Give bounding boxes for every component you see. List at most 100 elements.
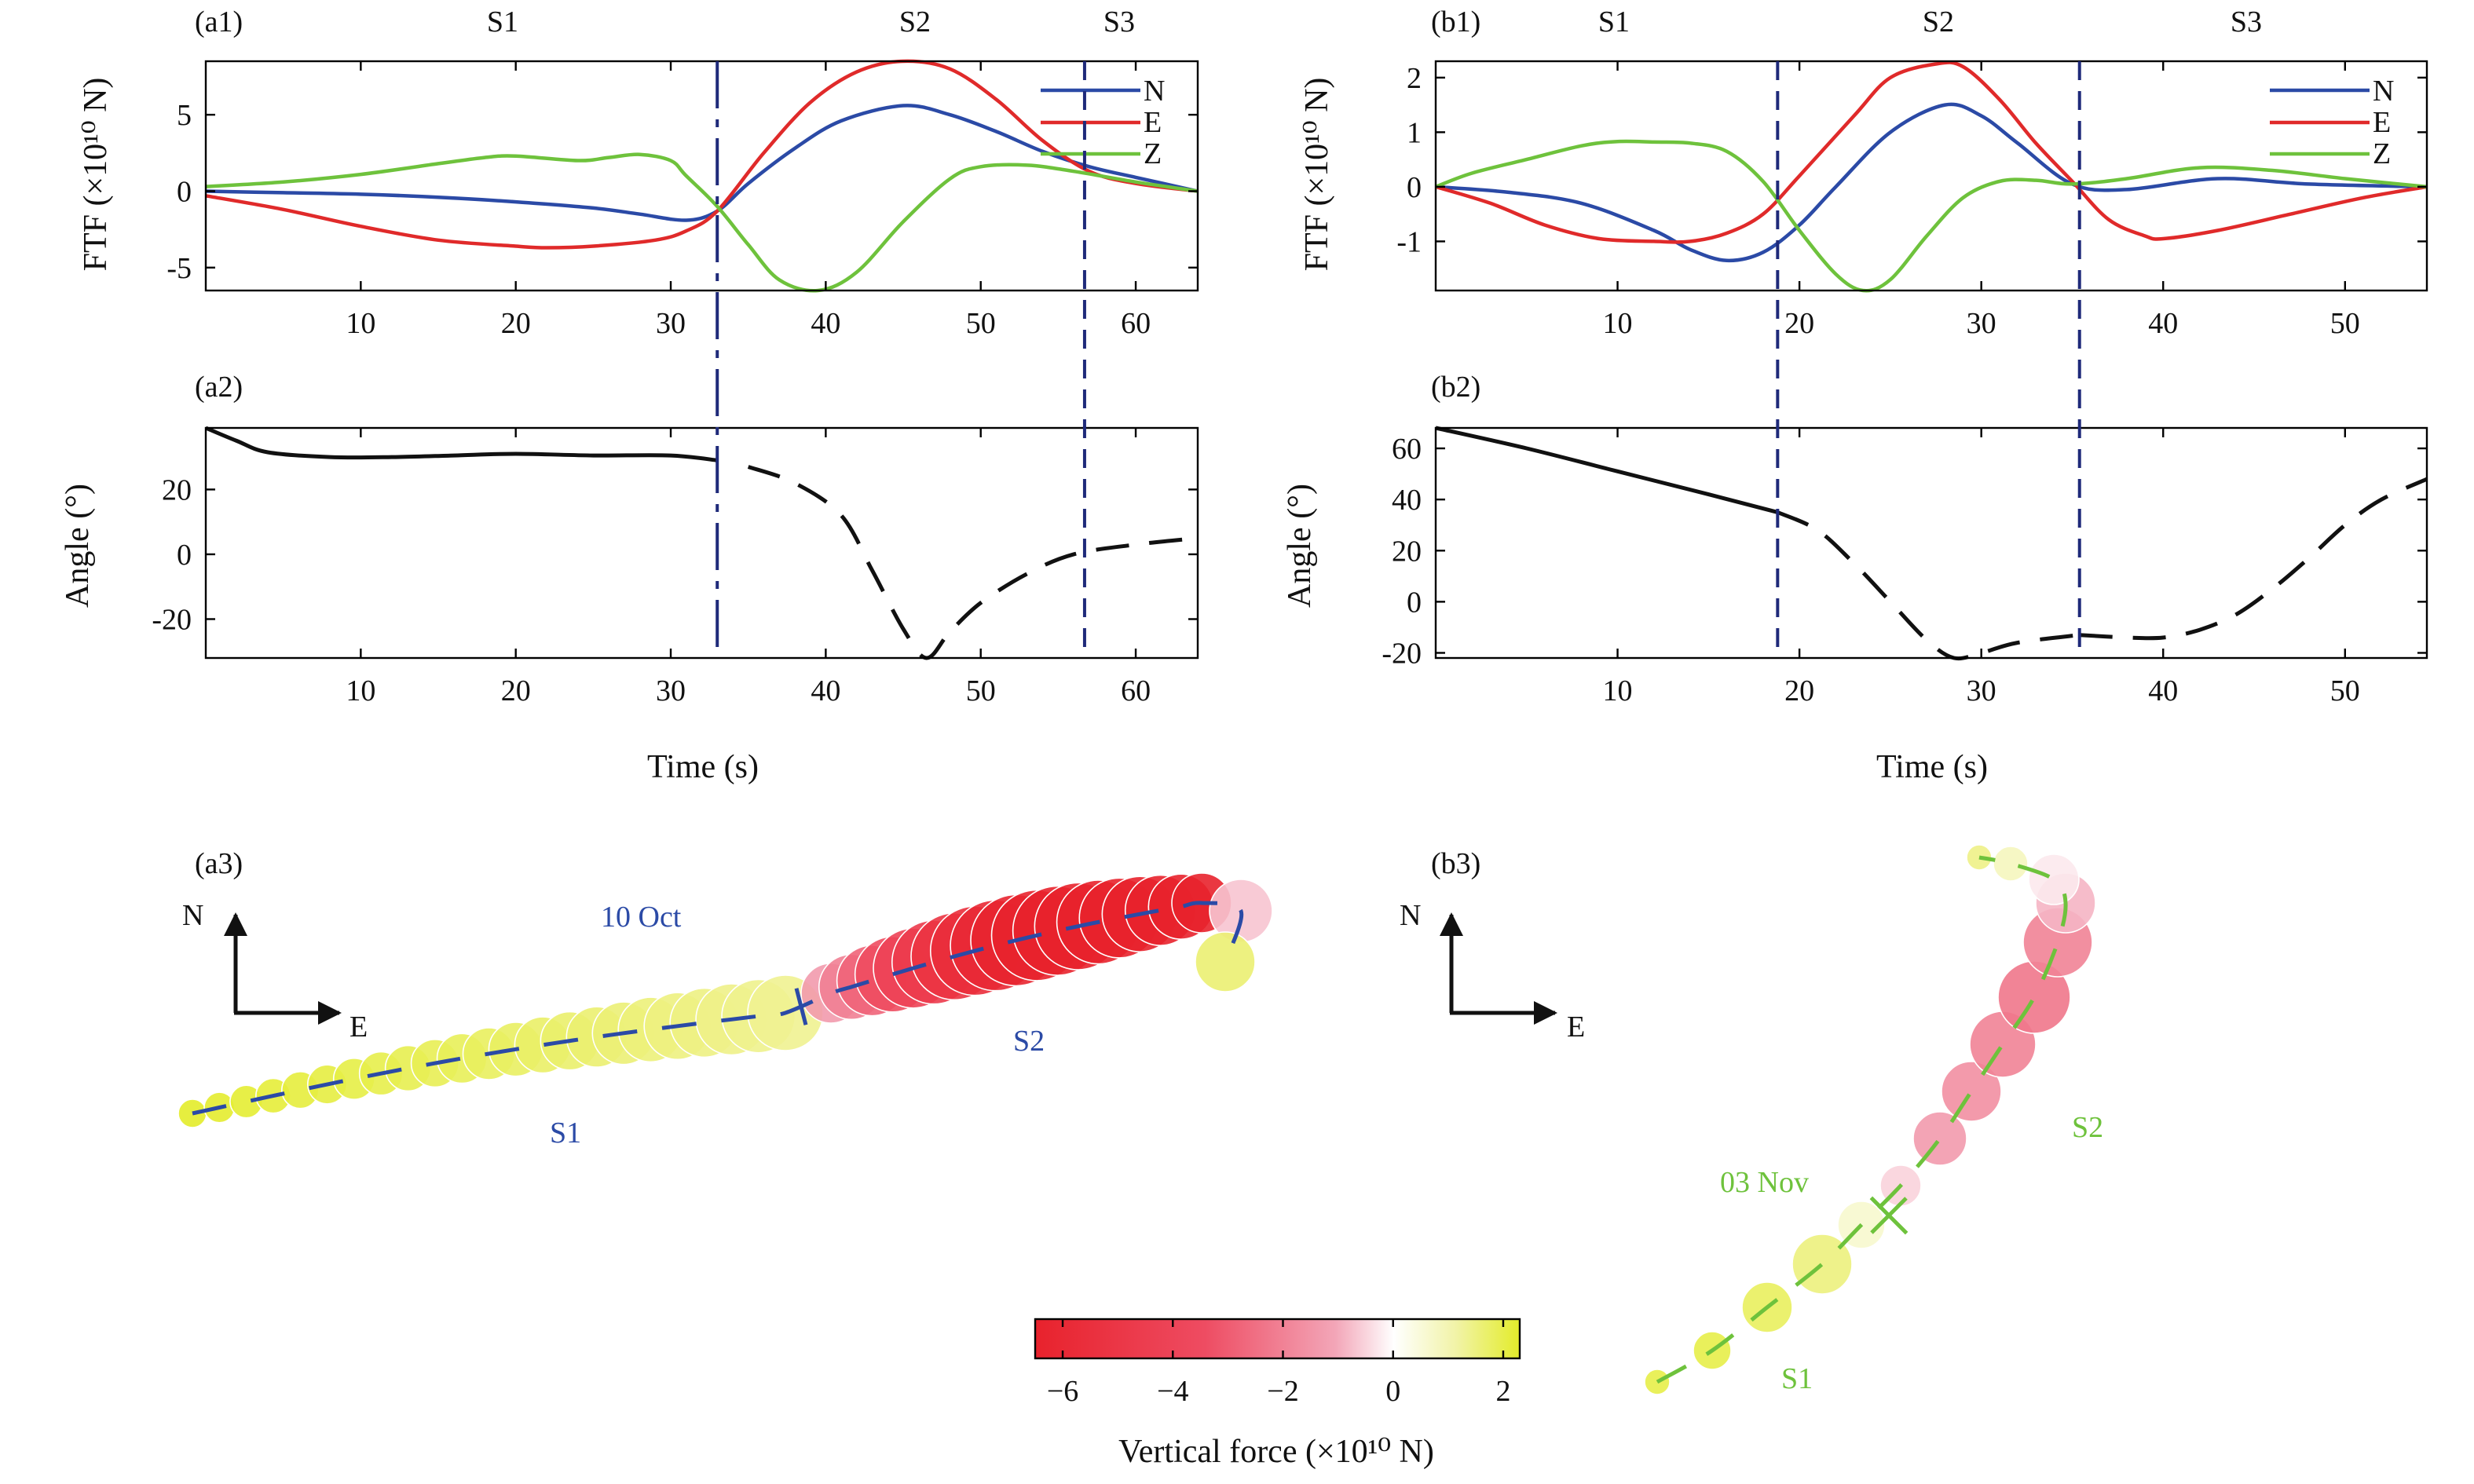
track-circle: [1791, 1234, 1853, 1295]
compass-n-label: N: [1400, 899, 1421, 932]
segment-label-s3: S3: [1103, 5, 1135, 38]
x-axis-title-a2: Time (s): [647, 749, 759, 785]
compass-e-label: E: [1567, 1011, 1585, 1044]
x-tick-label: 50: [2330, 307, 2360, 340]
y-tick-label: 20: [1392, 535, 1422, 568]
panel-label-a1: (a1): [195, 5, 243, 38]
legend-label-z: Z: [2373, 137, 2391, 170]
segment-label-s1-a3: S1: [550, 1117, 581, 1150]
series-line-n: [1435, 102, 2428, 263]
x-axis-title-b2: Time (s): [1876, 749, 1988, 785]
axis-frame: [1434, 60, 2428, 292]
x-tick-label: 40: [811, 674, 840, 707]
series-line-angle-1: [747, 465, 1199, 660]
panel-a1: (a1) S1 S2 S3 FTF (×10¹⁰ N) 10 20 30 40 50 60…: [78, 5, 1199, 340]
legend-label-e: E: [2373, 106, 2391, 139]
series-line-angle-0: [1435, 426, 1778, 514]
y-tick-label: -20: [1382, 637, 1422, 670]
panel-label-b3: (b3): [1431, 847, 1480, 880]
compass-a3: N E: [182, 899, 368, 1044]
panel-label-a3: (a3): [195, 847, 243, 880]
plot-area-a1: 10 20 30 40 50 60 -5 0 5: [167, 59, 1199, 340]
y-tick-label: 5: [177, 99, 192, 132]
axis-frame: [204, 426, 1199, 660]
axis-frame: [1434, 426, 2428, 660]
y-tick-label: 0: [177, 539, 192, 572]
x-tick-label: 30: [656, 307, 686, 340]
series-line-e: [205, 59, 1199, 250]
colorbar-tick-label: 2: [1495, 1375, 1510, 1408]
x-tick-label: 30: [1967, 674, 1996, 707]
y-tick-label: 0: [177, 175, 192, 208]
panel-b1: (b1) S1 S2 S3 FTF (×10¹⁰ N) 10 20 30 40 50-1…: [1299, 5, 2428, 340]
x-tick-label: 40: [2148, 307, 2178, 340]
panel-a2: (a2) Angle (°) Time (s) 10 20 30 40 50 60 -20 0…: [60, 371, 1199, 785]
track-circle: [1993, 846, 2029, 882]
segment-break-mark: [1870, 1197, 1908, 1234]
track-circle: [2028, 853, 2080, 905]
y-axis-title-b1: FTF (×10¹⁰ N): [1299, 78, 1335, 272]
panel-label-b1: (b1): [1431, 5, 1480, 38]
panel-label-a2: (a2): [195, 371, 243, 404]
legend-a1: N E Z: [1041, 75, 1165, 170]
series-line-z: [205, 152, 1199, 293]
compass-n-label: N: [182, 899, 203, 932]
y-tick-label: 0: [1407, 586, 1422, 619]
plot-area-a2: 10 20 30 40 50 60 -20 0 20: [152, 426, 1199, 707]
legend-label-z: Z: [1144, 137, 1162, 170]
colorbar-tick-label: −2: [1267, 1375, 1298, 1408]
x-tick-label: 50: [966, 307, 996, 340]
y-axis-title-a2: Angle (°): [60, 484, 96, 608]
y-tick-label: 40: [1392, 484, 1422, 517]
track-circle: [1912, 1111, 1967, 1166]
x-tick-label: 60: [1121, 307, 1151, 340]
x-tick-label: 10: [1603, 307, 1633, 340]
colorbar-tick-label: −4: [1157, 1375, 1188, 1408]
colorbar: −6 −4 −2 0 2 Vertical force (×10¹⁰ N): [1034, 1318, 1521, 1470]
track-line: [192, 901, 1244, 1116]
x-tick-label: 60: [1121, 674, 1151, 707]
track-line: [1656, 855, 2068, 1384]
segment-label-s1: S1: [487, 5, 518, 38]
x-tick-label: 10: [346, 307, 375, 340]
x-tick-label: 10: [1603, 674, 1633, 707]
x-tick-label: 30: [656, 674, 686, 707]
compass-e-label: E: [350, 1011, 368, 1044]
legend-label-n: N: [1144, 75, 1165, 108]
x-tick-label: 20: [501, 307, 531, 340]
series-line-e: [1435, 60, 2428, 244]
legend-b1: N E Z: [2270, 75, 2394, 170]
y-tick-label: 60: [1392, 433, 1422, 466]
track-circle: [1941, 1061, 2002, 1122]
segment-labels-a1: S1 S2 S3: [487, 5, 1135, 38]
date-label-b3: 03 Nov: [1720, 1166, 1809, 1199]
series-line-angle-0: [205, 426, 718, 462]
axis-frame: [204, 60, 1199, 292]
colorbar-tick-label: 0: [1385, 1375, 1400, 1408]
segment-label-s3: S3: [2231, 5, 2262, 38]
compass-b3: N E: [1400, 899, 1585, 1044]
y-tick-label: -5: [167, 252, 192, 285]
segment-label-s2-b3: S2: [2072, 1111, 2103, 1144]
y-axis-title-a1: FTF (×10¹⁰ N): [78, 78, 114, 272]
track-a3: [177, 872, 1273, 1128]
colorbar-gradient: [1034, 1318, 1521, 1360]
segment-label-s1: S1: [1598, 5, 1630, 38]
segment-break-mark: [794, 988, 808, 1025]
segment-label-s2: S2: [899, 5, 931, 38]
segment-label-s2-a3: S2: [1013, 1025, 1045, 1058]
series-line-angle-2: [2079, 477, 2428, 641]
y-tick-label: 2: [1407, 62, 1422, 95]
x-tick-label: 50: [966, 674, 996, 707]
colorbar-title: Vertical force (×10¹⁰ N): [1118, 1434, 1434, 1470]
series-line-angle-1: [1777, 510, 2081, 661]
y-axis-title-b2: Angle (°): [1282, 484, 1318, 608]
colorbar-ticks: −6 −4 −2 0 2: [1047, 1319, 1510, 1408]
y-tick-label: -20: [152, 603, 192, 636]
track-b3: [1644, 844, 2096, 1395]
y-tick-label: 20: [162, 473, 192, 506]
x-tick-label: 40: [811, 307, 840, 340]
x-tick-label: 20: [1784, 674, 1814, 707]
legend-label-n: N: [2373, 75, 2394, 108]
